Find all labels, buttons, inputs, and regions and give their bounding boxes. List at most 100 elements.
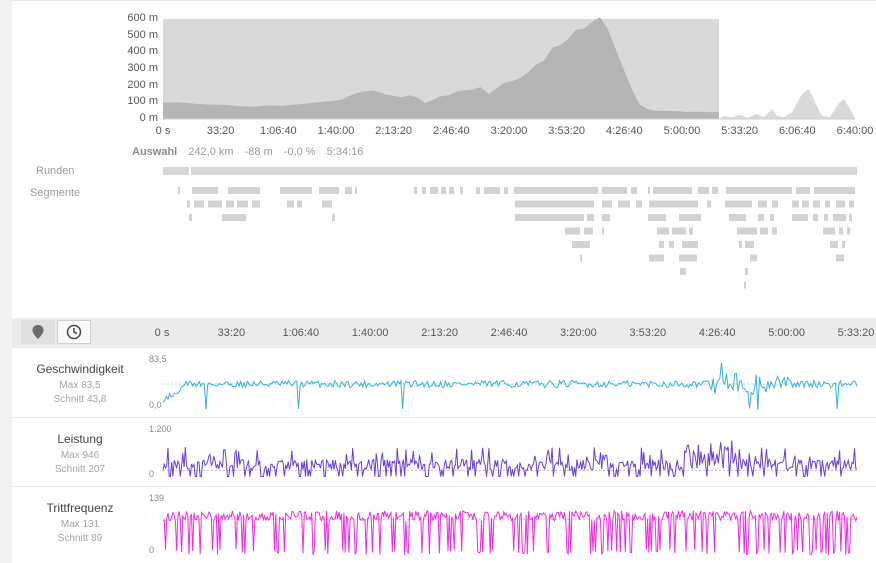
segment-bar[interactable] (737, 227, 757, 235)
segment-bar[interactable] (836, 200, 845, 208)
segment-bar[interactable] (587, 214, 594, 221)
segment-bar[interactable] (484, 187, 500, 194)
segment-bar[interactable] (319, 187, 339, 194)
segment-bar[interactable] (680, 268, 686, 275)
segment-bar[interactable] (178, 187, 180, 194)
segment-bar[interactable] (280, 187, 312, 194)
segment-bar[interactable] (322, 200, 332, 208)
segment-bar[interactable] (332, 214, 335, 221)
segment-bar[interactable] (649, 254, 664, 262)
laps-bar[interactable] (163, 167, 857, 175)
segment-bar[interactable] (441, 187, 446, 194)
segment-bar[interactable] (222, 214, 246, 221)
segment-bar[interactable] (414, 187, 417, 194)
segment-bar[interactable] (187, 200, 190, 208)
time-view-button[interactable] (57, 320, 91, 344)
segment-bar[interactable] (813, 214, 818, 221)
segments-chart[interactable] (12, 181, 876, 301)
segment-bar[interactable] (772, 227, 777, 235)
segment-bar[interactable] (287, 200, 294, 208)
segment-bar[interactable] (514, 187, 598, 194)
segment-bar[interactable] (460, 187, 463, 194)
segment-bar[interactable] (849, 200, 854, 208)
segment-bar[interactable] (194, 200, 204, 208)
segment-bar[interactable] (745, 241, 754, 248)
segment-bar[interactable] (649, 200, 698, 208)
segment-bar[interactable] (847, 227, 850, 235)
segment-bar[interactable] (602, 200, 612, 208)
segment-bar[interactable] (228, 187, 260, 194)
segment-bar[interactable] (602, 227, 604, 235)
segment-bar[interactable] (758, 214, 764, 221)
segment-bar[interactable] (679, 214, 701, 221)
metric-row-speed[interactable]: Geschwindigkeit Max 83,5 Schnitt 43,8 83,5 0… (12, 347, 876, 418)
segment-bar[interactable] (739, 241, 742, 248)
segment-bar[interactable] (814, 187, 855, 194)
segment-bar[interactable] (839, 227, 843, 235)
segment-bar[interactable] (672, 227, 686, 235)
segment-bar[interactable] (653, 187, 692, 194)
segment-bar[interactable] (430, 187, 438, 194)
segment-bar[interactable] (770, 214, 774, 221)
segment-bar[interactable] (726, 187, 792, 194)
segment-bar[interactable] (237, 200, 248, 208)
segment-bar[interactable] (836, 254, 844, 262)
segment-bar[interactable] (725, 200, 752, 208)
segment-bar[interactable] (707, 200, 711, 208)
segment-bar[interactable] (659, 241, 664, 248)
segment-bar[interactable] (565, 227, 580, 235)
segment-bar[interactable] (189, 214, 192, 221)
segment-bar[interactable] (849, 214, 852, 221)
segment-bar[interactable] (760, 227, 768, 235)
segment-bar[interactable] (345, 187, 352, 194)
segment-bar[interactable] (679, 254, 697, 262)
metric-row-power[interactable]: Leistung Max 946 Schnitt 207 1.200 0 (12, 417, 876, 487)
segment-bar[interactable] (476, 187, 480, 194)
segment-bar[interactable] (824, 214, 828, 221)
elevation-chart[interactable] (12, 1, 876, 141)
segment-bar[interactable] (422, 187, 426, 194)
segment-bar[interactable] (830, 241, 838, 248)
segment-bar[interactable] (355, 187, 357, 194)
segment-bar[interactable] (631, 187, 637, 194)
metric-row-cadence[interactable]: Trittfrequenz Max 131 Schnitt 89 139 0 (12, 486, 876, 563)
segment-bar[interactable] (648, 214, 666, 221)
segment-bar[interactable] (792, 214, 808, 221)
segment-bar[interactable] (648, 187, 650, 194)
segment-bar[interactable] (572, 241, 590, 248)
segment-bar[interactable] (744, 281, 746, 289)
cadence-chart[interactable] (12, 487, 876, 563)
segment-bar[interactable] (823, 227, 835, 235)
speed-chart[interactable] (12, 348, 876, 418)
segment-bar[interactable] (669, 241, 674, 248)
segment-bar[interactable] (515, 200, 594, 208)
power-chart[interactable] (12, 418, 876, 487)
segment-bar[interactable] (745, 268, 748, 275)
segment-bar[interactable] (580, 254, 582, 262)
segment-bar[interactable] (813, 200, 820, 208)
segment-bar[interactable] (758, 200, 767, 208)
segment-bar[interactable] (802, 200, 809, 208)
segment-bar[interactable] (584, 227, 593, 235)
segment-bar[interactable] (712, 187, 718, 194)
segment-bar[interactable] (618, 200, 630, 208)
segment-bar[interactable] (449, 187, 454, 194)
segment-bar[interactable] (504, 187, 508, 194)
segment-bar[interactable] (657, 227, 669, 235)
segment-bar[interactable] (636, 200, 642, 208)
segment-bar[interactable] (842, 241, 845, 248)
segment-bar[interactable] (698, 187, 709, 194)
segment-bar[interactable] (226, 200, 234, 208)
segment-bar[interactable] (297, 200, 302, 208)
map-view-button[interactable] (21, 320, 55, 344)
segment-bar[interactable] (792, 200, 799, 208)
segment-bar[interactable] (682, 241, 698, 248)
segment-bar[interactable] (796, 187, 810, 194)
segment-bar[interactable] (772, 200, 778, 208)
segment-bar[interactable] (515, 214, 584, 221)
segment-bar[interactable] (192, 187, 218, 194)
segment-bar[interactable] (252, 200, 260, 208)
segment-bar[interactable] (208, 200, 222, 208)
segment-bar[interactable] (825, 200, 830, 208)
segment-bar[interactable] (602, 214, 610, 221)
